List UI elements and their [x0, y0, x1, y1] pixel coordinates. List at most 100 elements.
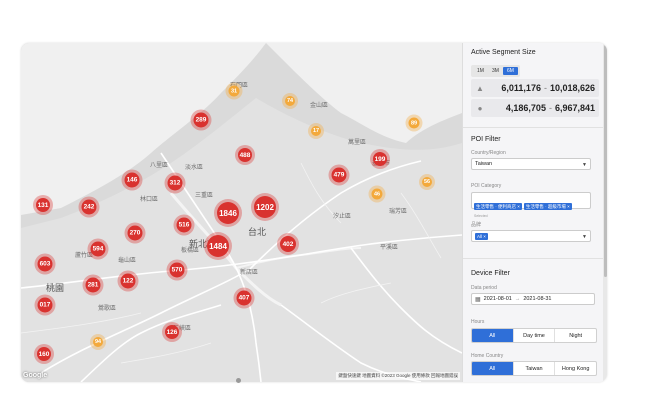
map-place-label: 石門區	[230, 83, 249, 89]
map-place-label: 板橋區	[181, 248, 200, 254]
hours-night[interactable]: Night	[569, 332, 583, 339]
map-place-label: 淡水區	[185, 165, 204, 171]
map-cluster-marker[interactable]: 31	[228, 85, 240, 97]
map-cluster-marker[interactable]: 17	[311, 126, 321, 136]
map-place-label: 八里區	[150, 163, 169, 169]
date-start: 2021-08-01	[483, 296, 512, 302]
map-attribution[interactable]: 鍵盤快速鍵 地圖資料 ©2023 Google 使用條款 回報地圖錯誤	[336, 372, 460, 380]
map-cluster-marker[interactable]: 46	[371, 188, 383, 200]
map-cluster-marker[interactable]: 017	[37, 297, 53, 313]
date-end: 2021-08-31	[523, 296, 552, 302]
map-cluster-marker[interactable]: 242	[81, 199, 97, 215]
map-cluster-marker[interactable]: 126	[165, 325, 179, 339]
map-cluster-marker[interactable]: 89	[408, 117, 420, 129]
map-cluster-marker[interactable]: 594	[90, 241, 106, 257]
home-country-toggle[interactable]: All Taiwan Hong Kong	[471, 361, 597, 376]
map-cluster-marker[interactable]: 74	[285, 96, 295, 106]
home-country-all[interactable]: All	[472, 362, 514, 375]
home-country-taiwan[interactable]: Taiwan	[514, 362, 556, 375]
poi-category-label: POI Category	[471, 183, 502, 189]
map-place-label: 桃園	[46, 283, 65, 293]
apple-icon: ●	[477, 103, 483, 113]
map-cluster-marker[interactable]: 570	[169, 262, 185, 278]
map-cluster-marker[interactable]: 281	[85, 277, 101, 293]
map-place-label: 蘆竹區	[75, 253, 94, 259]
country-select[interactable]: Taiwan ▼	[471, 158, 591, 170]
date-range-picker[interactable]: ▦ 2021-08-01 → 2021-08-31	[471, 293, 595, 305]
map-place-label: 台北	[248, 227, 267, 237]
divider	[463, 127, 603, 128]
map-place-label: 新店區	[240, 270, 259, 276]
map-place-label: 龜山區	[118, 258, 137, 264]
map-place-label: 瑞芳區	[389, 209, 408, 215]
map-cluster-marker[interactable]: 289	[193, 112, 209, 128]
map-cluster-marker[interactable]: 1484	[207, 235, 229, 257]
brand-select[interactable]: All × ▼	[471, 230, 591, 242]
map-place-label: 新北市	[189, 239, 217, 249]
map-cluster-marker[interactable]: 603	[37, 256, 53, 272]
android-max: 10,018,626	[549, 83, 595, 93]
hours-daytime[interactable]: Day time	[514, 329, 556, 342]
map-cluster-marker[interactable]: 131	[36, 198, 50, 212]
poi-tag[interactable]: 生活零售 · 超級市場 ×	[523, 203, 572, 210]
poi-tag[interactable]: 生活零售 · 便利商店 ×	[474, 203, 522, 210]
map-cluster-marker[interactable]: 122	[120, 273, 136, 289]
map-cluster-marker[interactable]: 488	[238, 148, 252, 162]
period-toggle[interactable]: 1M 3M 6M	[471, 65, 520, 77]
map-cluster-marker[interactable]: 407	[236, 290, 252, 306]
scrollbar-thumb[interactable]	[604, 45, 607, 277]
data-period-label: Data period	[471, 285, 497, 291]
map-cluster-marker[interactable]: 56	[422, 177, 432, 187]
map-place-label: 林口區	[140, 197, 159, 203]
home-country-hongkong[interactable]: Hong Kong	[561, 365, 590, 372]
resize-handle[interactable]	[236, 378, 241, 383]
ios-segment-size: ● 4,186,705-6,967,841	[471, 99, 599, 117]
map-cluster-marker[interactable]: 160	[37, 347, 51, 361]
hours-label: Hours	[471, 319, 485, 325]
map-cluster-marker[interactable]: 479	[331, 167, 347, 183]
chevron-down-icon: ▼	[582, 162, 587, 168]
android-segment-size: ▲ 6,011,176-10,018,626	[471, 79, 599, 97]
google-logo: Google	[23, 372, 48, 379]
divider	[463, 258, 603, 259]
map-cluster-marker[interactable]: 94	[93, 337, 103, 347]
device-filter-title: Device Filter	[471, 270, 510, 277]
poi-filter-title: POI Filter	[471, 136, 501, 143]
map-cluster-marker[interactable]: 1846	[217, 202, 239, 224]
map-cluster-marker[interactable]: 270	[127, 225, 143, 241]
panel-scrollbar[interactable]	[603, 43, 607, 382]
app-frame: 台北新北市桃園基隆市淡水區板橋區三重區汐止區新店區三峽區八里區林口區金山區萬里區…	[21, 43, 607, 382]
map-place-label: 三重區	[195, 193, 214, 199]
period-6m[interactable]: 6M	[503, 67, 518, 75]
map-place-label: 平溪區	[380, 245, 399, 251]
country-value: Taiwan	[475, 161, 493, 167]
segment-size-title: Active Segment Size	[471, 49, 536, 56]
map-cluster-marker[interactable]: 312	[167, 175, 183, 191]
period-1m[interactable]: 1M	[477, 68, 484, 74]
map-place-label: 鶯歌區	[98, 306, 117, 312]
brand-tag[interactable]: All ×	[475, 232, 488, 240]
ios-min: 4,186,705	[505, 103, 546, 113]
map-cluster-marker[interactable]: 402	[280, 236, 296, 252]
hours-toggle[interactable]: All Day time Night	[471, 328, 597, 343]
chevron-down-icon: ▼	[582, 234, 587, 240]
period-3m[interactable]: 3M	[492, 68, 499, 74]
map-cluster-marker[interactable]: 199	[373, 152, 387, 166]
ios-max: 6,967,841	[554, 103, 595, 113]
poi-more: Selected	[474, 214, 488, 218]
map-place-label: 汐止區	[333, 214, 352, 220]
map-place-label: 萬里區	[348, 140, 367, 146]
android-icon: ▲	[476, 83, 484, 93]
hours-all[interactable]: All	[472, 329, 514, 342]
map-cluster-marker[interactable]: 146	[124, 172, 140, 188]
map-cluster-marker[interactable]: 516	[176, 217, 192, 233]
calendar-icon: ▦	[475, 296, 481, 303]
map-place-label: 金山區	[310, 103, 329, 109]
date-sep: →	[514, 296, 521, 302]
map-place-label: 三峽區	[173, 326, 192, 332]
map-view[interactable]: 台北新北市桃園基隆市淡水區板橋區三重區汐止區新店區三峽區八里區林口區金山區萬里區…	[21, 43, 462, 382]
map-cluster-marker[interactable]: 1202	[254, 196, 276, 218]
poi-category-select[interactable]: 生活零售 · 便利商店 × 生活零售 · 超級市場 × Selected	[471, 192, 591, 218]
brand-label: 品牌	[471, 222, 482, 228]
android-min: 6,011,176	[501, 83, 541, 93]
